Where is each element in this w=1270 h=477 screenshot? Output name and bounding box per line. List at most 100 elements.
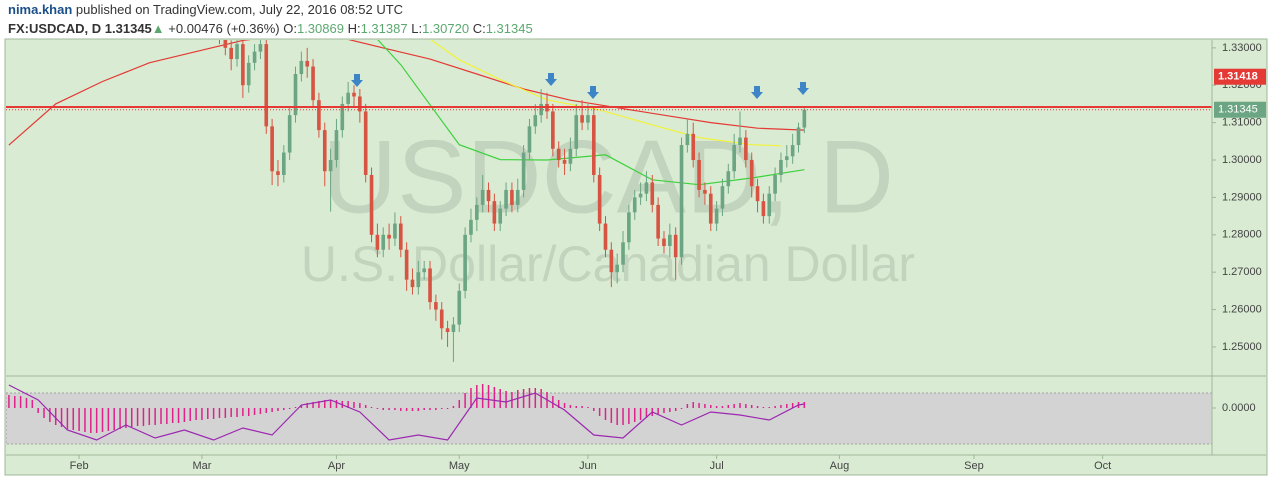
moving-average	[377, 40, 805, 186]
candle-body	[276, 171, 280, 175]
histogram-bar	[721, 406, 724, 408]
histogram-bar	[294, 407, 297, 408]
candle-body	[568, 148, 573, 164]
histogram-bar	[745, 404, 747, 408]
histogram-bar	[43, 408, 45, 418]
candle-body	[229, 47, 233, 60]
y-tick-label: 1.29000	[1222, 191, 1262, 203]
candle-body	[218, 14, 222, 36]
histogram-bar	[201, 408, 203, 420]
candle-body	[638, 193, 643, 198]
histogram-bar	[528, 388, 531, 408]
histogram-bar	[762, 407, 765, 408]
candle-body	[539, 103, 543, 116]
candle-body	[398, 223, 403, 250]
ohlc-c: C:1.31345	[473, 21, 533, 36]
histogram-bar	[370, 407, 373, 408]
candle-body	[311, 66, 315, 101]
histogram-bar	[692, 402, 694, 408]
candle-body	[410, 279, 415, 288]
histogram-bar	[680, 408, 683, 409]
histogram-bar	[786, 404, 788, 408]
histogram-bar	[376, 408, 379, 409]
candle-body	[732, 145, 736, 172]
arrow	[797, 82, 809, 95]
candle-body	[393, 223, 397, 239]
candle-body	[404, 249, 409, 280]
histogram-bar	[534, 388, 537, 408]
candle-body	[416, 272, 421, 288]
histogram-bar	[452, 406, 455, 408]
histogram-bar	[195, 408, 197, 420]
histogram-bar	[470, 388, 472, 408]
candle-body	[317, 100, 321, 131]
candle-body	[586, 115, 590, 123]
histogram-bar	[171, 408, 174, 423]
candle-body	[744, 137, 748, 161]
histogram-bar	[569, 405, 572, 408]
candle-body	[697, 160, 701, 190]
histogram-bar	[183, 408, 186, 422]
candle-body	[492, 201, 497, 224]
histogram-bar	[353, 402, 355, 408]
histogram-bar	[25, 398, 28, 408]
candle-body	[241, 44, 245, 86]
histogram-bar	[113, 408, 115, 430]
histogram-bar	[218, 408, 221, 418]
histogram-bar	[803, 402, 806, 408]
candle-body	[685, 133, 690, 146]
histogram-bar	[440, 408, 443, 409]
histogram-bar	[388, 408, 390, 410]
histogram-bar	[499, 389, 501, 408]
candle-body	[761, 201, 766, 217]
histogram-bar	[639, 408, 642, 420]
x-tick-label: Aug	[830, 460, 850, 472]
histogram-bar	[318, 401, 320, 408]
histogram-bar	[283, 408, 285, 410]
histogram-bar	[253, 408, 256, 415]
candle-body	[767, 193, 772, 217]
histogram-bar	[446, 408, 449, 409]
histogram-bar	[130, 408, 133, 427]
candle-body	[510, 189, 514, 205]
histogram-bar	[750, 405, 753, 408]
histogram-bar	[49, 408, 51, 422]
histogram-bar	[394, 408, 396, 410]
level-label: 1.31418	[1218, 71, 1258, 83]
candle-body	[340, 103, 345, 131]
ohlc-label: H:	[347, 21, 361, 36]
candle-body	[264, 44, 269, 127]
last-price: 1.31345	[104, 21, 152, 36]
histogram-bar	[669, 408, 671, 412]
ohlc-l: L:1.30720	[411, 21, 469, 36]
arrow	[587, 86, 599, 99]
histogram-bar	[107, 408, 110, 431]
histogram-bar	[598, 408, 601, 416]
candle-body	[428, 268, 432, 303]
candle-body	[475, 204, 479, 220]
histogram-bar	[364, 405, 367, 408]
histogram-bar	[335, 400, 338, 408]
y-tick-label: 1.30000	[1222, 154, 1262, 166]
candle-body	[679, 145, 684, 258]
candle-body	[644, 182, 649, 194]
histogram-bar	[60, 408, 63, 427]
histogram-bar	[493, 387, 496, 408]
x-tick-label: Feb	[70, 460, 89, 472]
histogram-bar	[78, 408, 80, 431]
candle-body	[498, 208, 503, 224]
candle-body	[621, 242, 625, 265]
candle-body	[668, 234, 672, 247]
last-price-label: 1.31345	[1218, 104, 1258, 116]
header-line-1: nima.khan published on TradingView.com, …	[8, 2, 403, 17]
candle-body	[773, 174, 777, 194]
histogram-bar	[429, 408, 431, 410]
histogram-bar	[704, 404, 706, 408]
histogram-bar	[160, 408, 162, 424]
histogram-bar	[207, 408, 209, 419]
histogram-bar	[95, 408, 98, 433]
histogram-bar	[329, 400, 332, 408]
candle-body	[656, 204, 660, 239]
histogram-bar	[230, 408, 232, 417]
